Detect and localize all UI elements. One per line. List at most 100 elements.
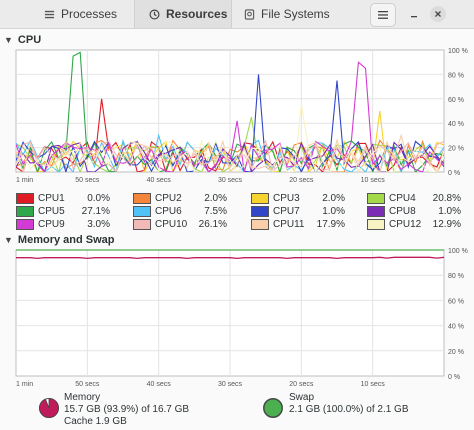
cpu-legend-value: 2.0%: [204, 192, 227, 204]
cpu-x-tick-label: 40 secs: [147, 177, 172, 184]
cpu-legend-name: CPU7: [273, 205, 300, 217]
color-swatch[interactable]: [251, 192, 269, 204]
memory-info: Memory 15.7 GB (93.9%) of 16.7 GB Cache …: [64, 392, 189, 428]
cpu-trace-cpu5: [16, 51, 444, 172]
cpu-legend-name: CPU12: [389, 218, 422, 230]
cpu-legend-name: CPU9: [38, 218, 65, 230]
tab-file-systems[interactable]: File Systems: [244, 0, 354, 28]
cpu-legend-name: CPU5: [38, 205, 65, 217]
cpu-legend-name: CPU1: [38, 192, 65, 204]
cpu-legend-name: CPU6: [155, 205, 182, 217]
cpu-y-tick-label: 0 %: [448, 170, 460, 177]
cpu-y-tick-label: 60 %: [448, 97, 464, 104]
cpu-legend-name: CPU10: [155, 218, 188, 230]
cpu-legend-value: 0.0%: [87, 192, 110, 204]
cpu-x-tick-label: 50 secs: [75, 177, 100, 184]
color-swatch[interactable]: [133, 205, 151, 217]
mem-x-tick-label: 10 secs: [361, 381, 386, 388]
mem-x-tick-label: 50 secs: [75, 381, 100, 388]
mem-y-tick-label: 40 %: [448, 324, 464, 331]
cpu-legend-name: CPU4: [389, 192, 416, 204]
cpu-legend-item-cpu10[interactable]: CPU10 26.1%: [133, 217, 227, 231]
memory-usage: 15.7 GB (93.9%) of 16.7 GB: [64, 404, 190, 415]
hamburger-menu-icon: [378, 11, 388, 19]
cpu-legend-item-cpu3[interactable]: CPU3 2.0%: [251, 191, 345, 205]
memory-pie-fill: [39, 398, 59, 418]
color-swatch[interactable]: [367, 205, 385, 217]
chevron-down-icon: ▼: [4, 35, 13, 45]
tab-processes-label: Processes: [61, 7, 118, 21]
color-swatch[interactable]: [251, 205, 269, 217]
color-swatch[interactable]: [16, 218, 34, 230]
tab-resources[interactable]: Resources: [134, 0, 232, 28]
cpu-trace-cpu4: [16, 116, 444, 172]
cpu-y-tick-label: 100 %: [448, 48, 468, 55]
main-menu-button[interactable]: [370, 3, 396, 27]
memory-section-header[interactable]: ▼ Memory and Swap: [4, 234, 115, 246]
swap-usage: 2.1 GB (100.0%) of 2.1 GB: [289, 404, 409, 415]
memory-section-title: Memory and Swap: [17, 234, 115, 246]
cpu-history-chart: 100 % 80 % 60 % 40 % 20 % 0 % 1 min 50 secs 40 s…: [15, 48, 468, 184]
memory-history-chart: 100 % 80 % 60 % 40 % 20 % 0 % 1 min 50 secs 40 s…: [15, 248, 468, 388]
close-button[interactable]: [430, 6, 446, 22]
color-swatch[interactable]: [367, 218, 385, 230]
cpu-legend-name: CPU8: [389, 205, 416, 217]
header-bar: Processes Resources File Systems: [0, 0, 474, 29]
cpu-legend-item-cpu2[interactable]: CPU2 2.0%: [133, 191, 227, 205]
memory-label: Memory: [64, 392, 101, 403]
swap-label: Swap: [289, 392, 315, 403]
tab-resources-label: Resources: [166, 7, 228, 21]
cpu-legend-value: 2.0%: [322, 192, 345, 204]
cpu-legend-item-cpu4[interactable]: CPU4 20.8%: [367, 191, 461, 205]
disk-icon: [244, 8, 255, 20]
cpu-x-tick-label: 20 secs: [289, 177, 314, 184]
cpu-legend-item-cpu7[interactable]: CPU7 1.0%: [251, 204, 345, 218]
color-swatch[interactable]: [367, 192, 385, 204]
cpu-legend-value: 1.0%: [438, 205, 461, 217]
cpu-legend-name: CPU2: [155, 192, 182, 204]
memory-pie-icon[interactable]: [38, 397, 60, 419]
mem-x-tick-label: 20 secs: [289, 381, 314, 388]
cpu-legend-value: 7.5%: [204, 205, 227, 217]
cpu-legend-value: 12.9%: [432, 218, 461, 230]
color-swatch[interactable]: [16, 192, 34, 204]
cpu-trace-cpu11: [16, 133, 444, 172]
cpu-legend-item-cpu1[interactable]: CPU1 0.0%: [16, 191, 110, 205]
cpu-section-title: CPU: [17, 34, 42, 46]
color-swatch[interactable]: [251, 218, 269, 230]
cpu-traces: [16, 51, 444, 172]
cpu-legend-item-cpu9[interactable]: CPU9 3.0%: [16, 217, 110, 231]
cpu-legend-value: 17.9%: [316, 218, 345, 230]
mem-y-tick-label: 60 %: [448, 298, 464, 305]
swap-pie-icon[interactable]: [262, 397, 284, 419]
cpu-legend-name: CPU3: [273, 192, 300, 204]
cpu-legend-item-cpu5[interactable]: CPU5 27.1%: [16, 204, 110, 218]
cpu-section-header[interactable]: ▼ CPU: [4, 34, 41, 46]
cpu-legend-value: 20.8%: [432, 192, 461, 204]
cpu-legend-item-cpu12[interactable]: CPU12 12.9%: [367, 217, 461, 231]
cpu-legend-item-cpu6[interactable]: CPU6 7.5%: [133, 204, 227, 218]
cpu-legend-item-cpu8[interactable]: CPU8 1.0%: [367, 204, 461, 218]
color-swatch[interactable]: [133, 192, 151, 204]
minimize-icon: [411, 16, 417, 18]
memory-trace: [16, 256, 445, 260]
mem-x-tick-label: 40 secs: [147, 381, 172, 388]
tab-processes[interactable]: Processes: [44, 0, 134, 28]
tab-file-systems-label: File Systems: [261, 7, 330, 21]
cpu-legend-value: 26.1%: [198, 218, 227, 230]
cpu-y-tick-label: 40 %: [448, 121, 464, 128]
cpu-legend-item-cpu11[interactable]: CPU11 17.9%: [251, 217, 345, 231]
cpu-legend-value: 27.1%: [81, 205, 110, 217]
mem-y-tick-label: 20 %: [448, 349, 464, 356]
close-icon: [435, 11, 441, 17]
minimize-button[interactable]: [406, 6, 422, 22]
color-swatch[interactable]: [16, 205, 34, 217]
mem-y-tick-label: 80 %: [448, 273, 464, 280]
color-swatch[interactable]: [133, 218, 151, 230]
mem-y-tick-label: 0 %: [448, 374, 460, 381]
cpu-y-tick-label: 20 %: [448, 146, 464, 153]
memory-cache: Cache 1.9 GB: [64, 416, 127, 427]
cpu-x-tick-label: 30 secs: [218, 177, 243, 184]
cpu-legend-value: 3.0%: [87, 218, 110, 230]
clock-icon: [149, 9, 160, 19]
